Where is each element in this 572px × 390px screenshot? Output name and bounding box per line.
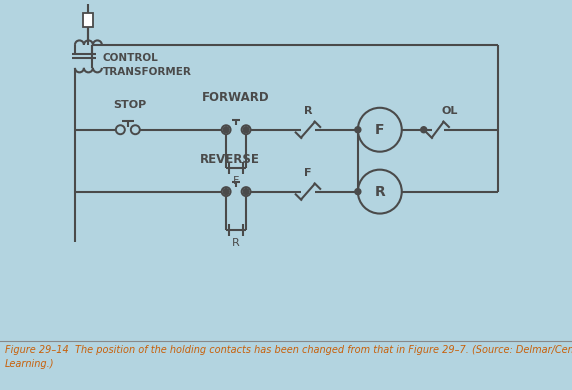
Circle shape xyxy=(243,127,249,133)
Circle shape xyxy=(243,189,249,195)
Text: R: R xyxy=(304,106,312,116)
Text: OL: OL xyxy=(442,106,458,116)
Circle shape xyxy=(421,127,427,133)
Circle shape xyxy=(355,127,361,133)
Circle shape xyxy=(221,187,231,196)
Circle shape xyxy=(355,189,361,195)
Text: Figure 29–14  The position of the holding contacts has been changed from that in: Figure 29–14 The position of the holding… xyxy=(5,346,572,369)
Circle shape xyxy=(221,125,231,134)
Text: F: F xyxy=(375,123,384,137)
Text: F: F xyxy=(304,168,312,177)
FancyBboxPatch shape xyxy=(84,13,93,27)
Circle shape xyxy=(131,125,140,134)
Circle shape xyxy=(241,125,251,134)
Circle shape xyxy=(223,127,229,133)
Text: R: R xyxy=(232,238,240,248)
Text: REVERSE: REVERSE xyxy=(200,152,260,166)
Text: STOP: STOP xyxy=(114,100,147,110)
Text: CONTROL
TRANSFORMER: CONTROL TRANSFORMER xyxy=(102,53,191,77)
Circle shape xyxy=(116,125,125,134)
Circle shape xyxy=(358,108,402,152)
Text: F: F xyxy=(233,176,239,186)
Text: FORWARD: FORWARD xyxy=(202,91,270,104)
Circle shape xyxy=(358,170,402,214)
Circle shape xyxy=(241,187,251,196)
Circle shape xyxy=(223,189,229,195)
Text: R: R xyxy=(375,184,385,199)
